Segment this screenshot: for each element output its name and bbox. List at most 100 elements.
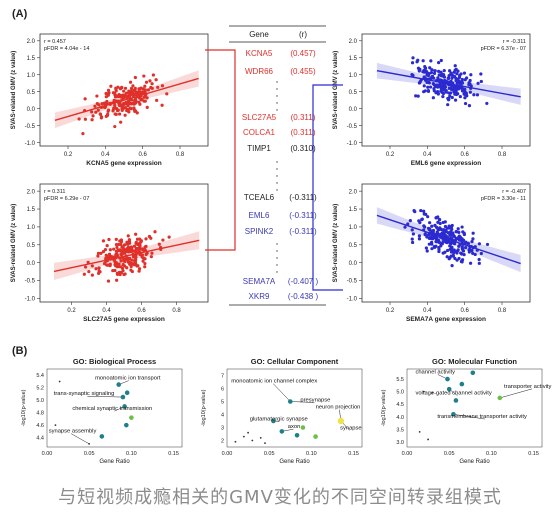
- data-point: [477, 261, 481, 265]
- go-y-tick-label: 7: [221, 374, 224, 380]
- y-tick-label: 1.0: [27, 73, 36, 79]
- data-point: [457, 244, 461, 248]
- data-point: [447, 74, 451, 78]
- data-point: [449, 79, 453, 83]
- data-point: [467, 104, 472, 108]
- data-point: [129, 86, 134, 91]
- data-point: [422, 209, 426, 213]
- data-point: [462, 71, 467, 75]
- y-tick-label: -1.0: [347, 297, 358, 303]
- go-x-axis-label: Gene Ratio: [99, 459, 130, 465]
- go-term-point: [259, 437, 262, 439]
- go-term-label: axon: [288, 424, 301, 430]
- table-gene-name: COLCA1: [243, 128, 276, 137]
- regression-line: [376, 214, 521, 265]
- go-term-point: [99, 434, 105, 439]
- go-term-point: [279, 429, 285, 434]
- y-tick-label: 0.0: [27, 261, 36, 267]
- data-point: [433, 223, 437, 227]
- data-point: [455, 72, 459, 76]
- stat-label: r = -0.311: [503, 39, 526, 45]
- data-point: [148, 79, 152, 83]
- data-point: [441, 220, 445, 225]
- data-point: [464, 245, 468, 250]
- slc27a5-scatter-plot: 2.0 1.5 1.0 0.5 0.0 -0.5 -1.0 0.2 0.4 0.6 0.8 SLC27…: [11, 183, 209, 323]
- data-point: [436, 215, 440, 219]
- data-point: [469, 73, 473, 77]
- data-point: [101, 250, 106, 254]
- go-term-point: [497, 395, 503, 401]
- data-point: [125, 95, 129, 100]
- data-point: [107, 237, 111, 242]
- data-point: [468, 247, 472, 251]
- x-tick-label: 0.6: [460, 152, 469, 158]
- data-point: [411, 232, 415, 236]
- data-point: [145, 105, 149, 110]
- data-point: [114, 87, 118, 91]
- data-point: [439, 244, 443, 248]
- data-point: [435, 230, 439, 234]
- data-point: [460, 252, 464, 256]
- data-point: [450, 245, 454, 249]
- ellipsis-dot: [276, 161, 278, 163]
- data-point: [479, 72, 483, 76]
- data-point: [139, 240, 143, 244]
- data-point: [104, 95, 108, 99]
- data-point: [468, 78, 472, 83]
- data-point: [461, 238, 466, 242]
- go-x-axis-label: Gene Ratio: [459, 459, 490, 465]
- data-point: [128, 247, 132, 251]
- go-term-point: [122, 404, 127, 409]
- data-point: [456, 227, 460, 231]
- data-point: [137, 267, 142, 271]
- go-y-tick-label: 4.5: [396, 402, 404, 408]
- go-label-leader: [290, 401, 315, 403]
- x-axis-label: KCNA5 gene expression: [86, 160, 162, 167]
- data-point: [153, 230, 157, 234]
- x-tick-label: 0.4: [423, 152, 432, 158]
- x-tick-label: 0.2: [64, 152, 73, 158]
- data-point: [95, 94, 99, 98]
- data-point: [431, 96, 435, 100]
- data-point: [437, 60, 441, 65]
- data-point: [134, 99, 138, 103]
- data-point: [423, 89, 427, 93]
- data-point: [135, 92, 139, 96]
- data-point: [464, 91, 469, 95]
- y-tick-label: -1.0: [25, 141, 36, 147]
- data-point: [114, 242, 118, 247]
- data-point: [115, 245, 119, 250]
- go-term-label: channel activity: [415, 370, 455, 376]
- table-gene-name: SEMA7A: [243, 277, 276, 286]
- data-point: [443, 233, 447, 237]
- data-point: [425, 80, 429, 85]
- go-term-point: [337, 417, 345, 425]
- go-y-tick-label: 5.4: [36, 373, 44, 379]
- kcna5-scatter-plot: 2.0 1.5 1.0 0.5 0.0 -0.5 -1.0 0.2 0.4 0.6 0.8 KCNA5…: [11, 33, 209, 167]
- data-point: [460, 81, 465, 85]
- go-label-leader: [453, 414, 486, 420]
- data-point: [451, 254, 455, 258]
- data-point: [104, 253, 108, 257]
- data-point: [416, 94, 420, 98]
- go-y-tick-label: 5.5: [396, 377, 404, 383]
- go-x-tick-label: 0.00: [42, 451, 53, 457]
- data-point: [151, 73, 155, 77]
- data-point: [471, 231, 475, 235]
- data-point: [149, 236, 153, 240]
- data-point: [118, 272, 122, 277]
- data-point: [150, 251, 154, 255]
- data-point: [99, 116, 103, 120]
- data-point: [477, 257, 481, 262]
- y-tick-label: 1.5: [349, 56, 358, 62]
- data-point: [454, 76, 458, 80]
- data-point: [142, 257, 146, 261]
- data-point: [462, 231, 466, 235]
- data-point: [450, 225, 454, 229]
- x-tick-label: 0.8: [498, 152, 507, 158]
- stat-label: pFDR = 6.37e - 07: [481, 46, 526, 52]
- table-gene-name: EML6: [249, 211, 270, 220]
- negative-connector-bracket: [312, 84, 343, 291]
- go-term-point: [247, 431, 249, 434]
- go-term-point: [124, 422, 129, 428]
